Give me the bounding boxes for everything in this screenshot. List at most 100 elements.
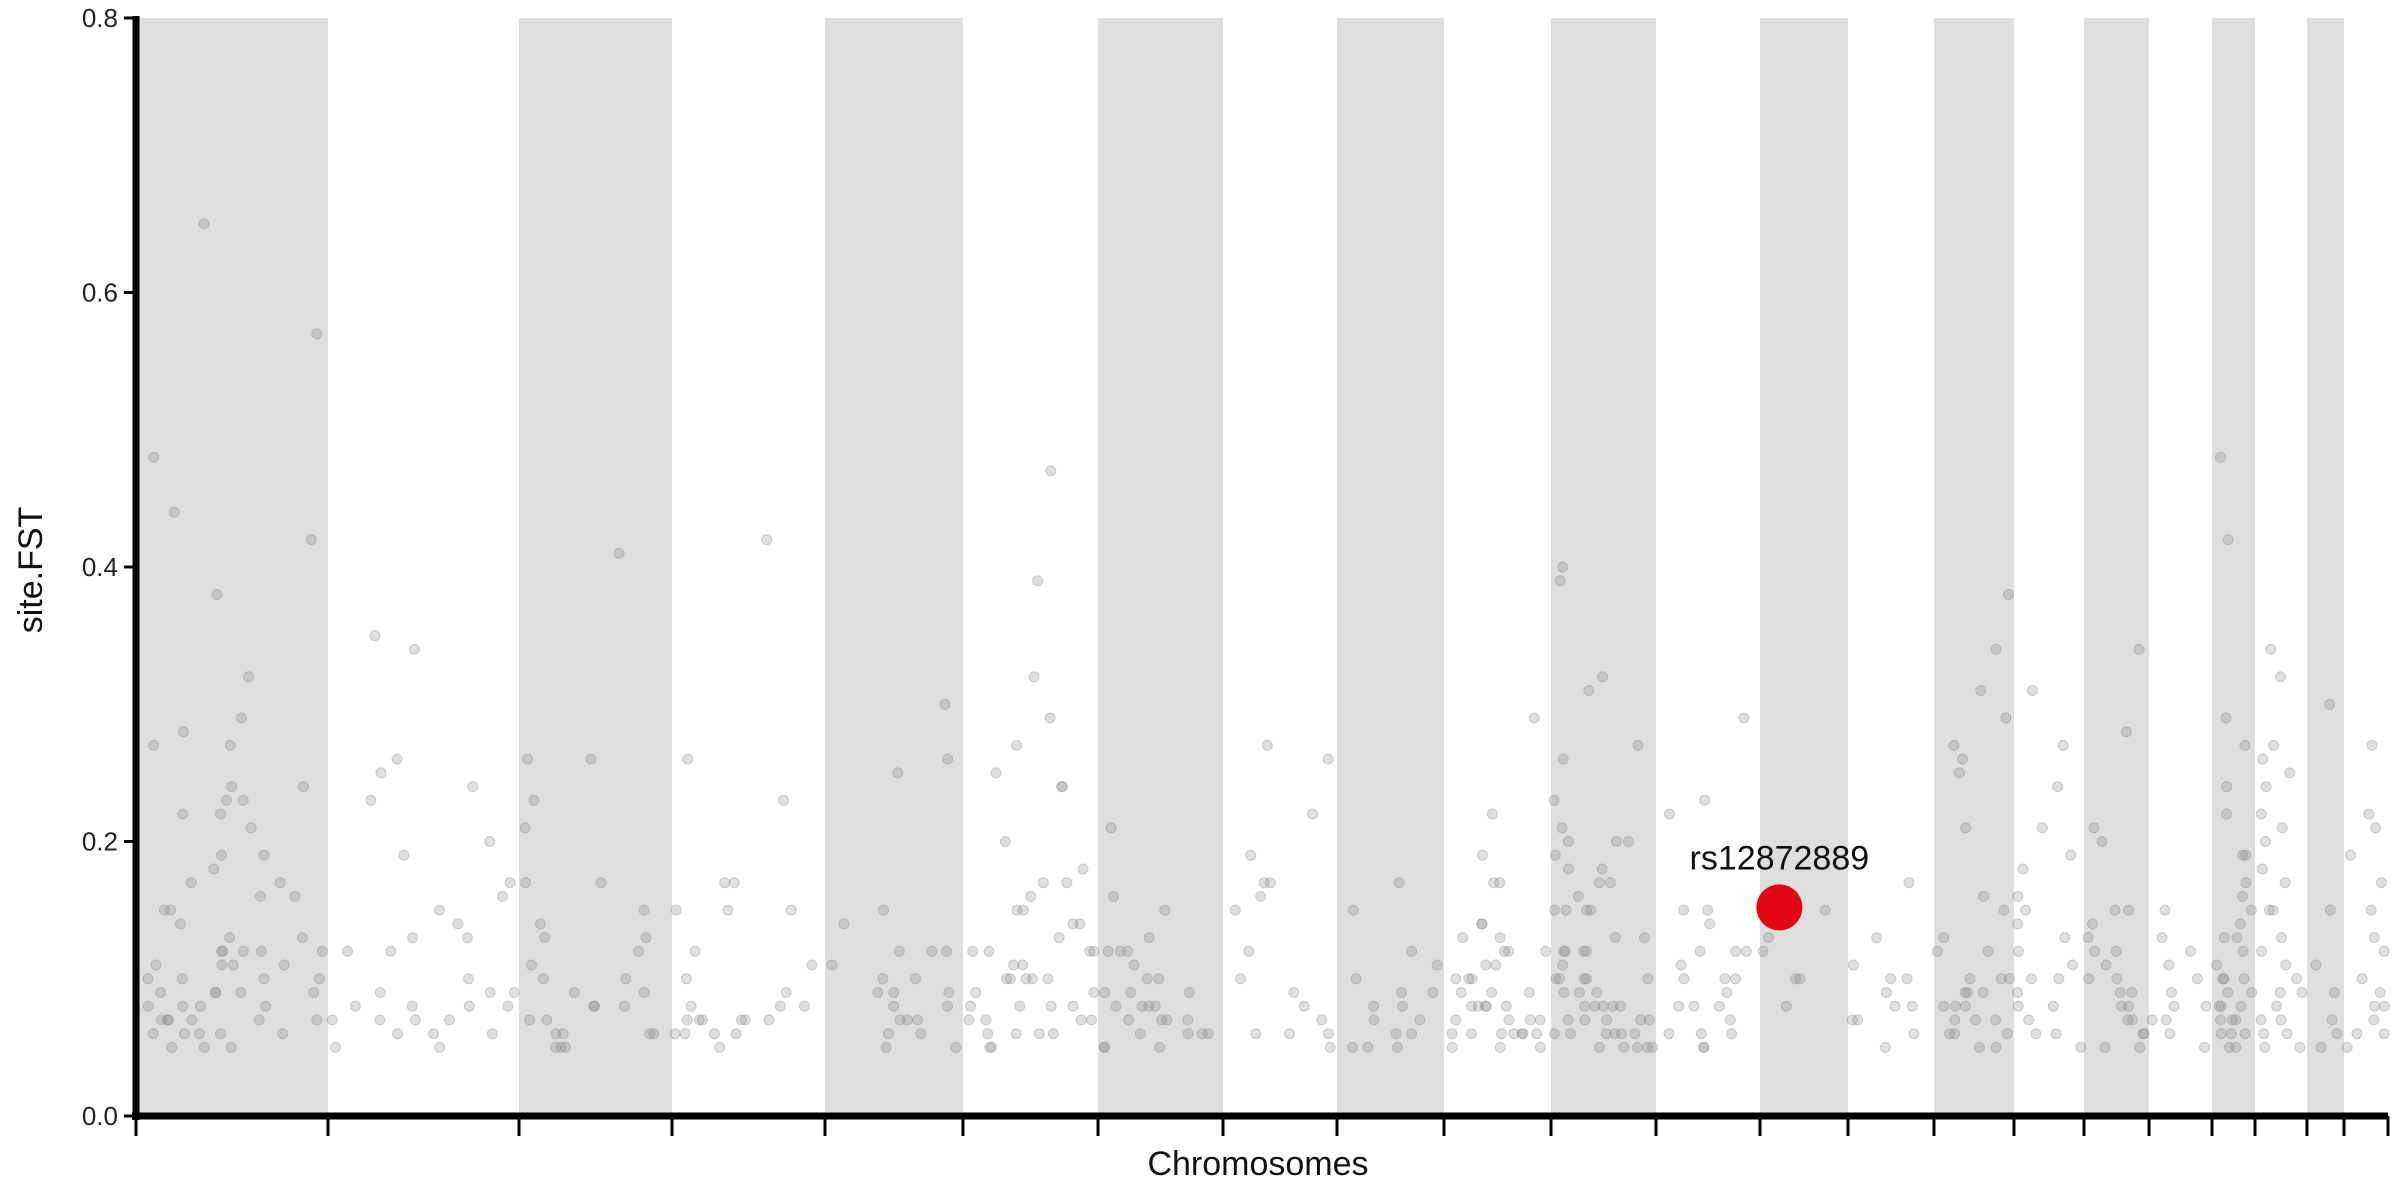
data-point [1556, 822, 1568, 834]
data-point [221, 794, 233, 806]
data-point [888, 987, 900, 998]
data-point [176, 973, 188, 985]
data-point [982, 1028, 994, 1040]
data-point [520, 877, 532, 889]
data-point [2351, 1028, 2363, 1040]
data-point [2053, 973, 2065, 985]
data-point [1558, 945, 1570, 957]
data-point [2240, 877, 2252, 889]
data-point [1673, 1000, 1685, 1012]
data-point [941, 945, 953, 957]
data-point [1010, 1028, 1022, 1040]
data-point [2280, 959, 2292, 971]
data-point [235, 987, 247, 998]
data-point [1202, 1028, 1214, 1040]
data-point [644, 1028, 656, 1040]
data-point [2127, 1014, 2138, 1026]
data-point [1578, 973, 1590, 985]
y-tick-label: 0.2 [82, 827, 118, 857]
data-point [2234, 918, 2246, 930]
data-point [2218, 973, 2230, 985]
data-point [1406, 1028, 1417, 1040]
data-point [588, 1000, 600, 1012]
data-point [1508, 1028, 1520, 1040]
data-point [1726, 1028, 1737, 1040]
data-point [2223, 1041, 2235, 1053]
data-point [2221, 808, 2233, 820]
data-point [1061, 877, 1073, 889]
data-point [1017, 959, 1029, 971]
data-point [943, 987, 955, 998]
data-point [452, 918, 464, 930]
data-point [1037, 877, 1049, 889]
data-point [342, 945, 353, 957]
data-point [1496, 1028, 1508, 1040]
data-point [2324, 904, 2336, 916]
data-point [1523, 987, 1535, 998]
data-point [1973, 1041, 1985, 1053]
data-point [1560, 904, 1572, 916]
data-point [1368, 1014, 1380, 1026]
data-point [1631, 1041, 1643, 1053]
data-point [1258, 877, 1270, 889]
data-point [2075, 1041, 2087, 1053]
data-point [1001, 973, 1013, 985]
data-point [1990, 1014, 2001, 1026]
data-point [2089, 945, 2101, 957]
data-point [669, 1028, 681, 1040]
data-point [1503, 945, 1515, 957]
data-point [2256, 863, 2268, 875]
data-point [1099, 987, 1111, 998]
data-point [1255, 890, 1267, 902]
data-point [1161, 1014, 1173, 1026]
data-point [2111, 973, 2123, 985]
data-point [1594, 1041, 1605, 1053]
data-point [1704, 918, 1716, 930]
data-point [1486, 808, 1498, 820]
data-point [1288, 987, 1300, 998]
data-point [1298, 1000, 1310, 1012]
data-point [2123, 1000, 2135, 1012]
data-point [2225, 1028, 2237, 1040]
data-point [1067, 1000, 1079, 1012]
data-point [1077, 863, 1089, 875]
data-point [2366, 739, 2378, 751]
data-point [519, 822, 531, 834]
data-point [1476, 918, 1488, 930]
data-point [216, 959, 228, 971]
data-point [1949, 1000, 1961, 1012]
data-point [208, 863, 220, 875]
data-point [1990, 643, 2002, 655]
data-point [1494, 877, 1506, 889]
data-point [1675, 959, 1687, 971]
data-point [2109, 904, 2121, 916]
data-point [2199, 1041, 2211, 1053]
data-point [1757, 945, 1769, 957]
data-point [2052, 781, 2064, 793]
data-point [195, 1000, 206, 1012]
data-point [142, 973, 154, 985]
data-point [1098, 1041, 1110, 1053]
data-point [1028, 671, 1040, 683]
data-point [374, 1014, 386, 1026]
data-point [1975, 685, 1987, 696]
data-point [1548, 904, 1560, 916]
data-point [1977, 987, 1989, 998]
data-point [2268, 739, 2280, 751]
data-point [155, 987, 166, 998]
data-point [1597, 1000, 1609, 1012]
highlight-label: rs12872889 [1690, 839, 1870, 877]
data-point [539, 932, 551, 944]
data-point [1889, 1000, 1901, 1012]
data-point [1763, 932, 1774, 944]
data-point [1431, 959, 1443, 971]
data-point [1724, 1014, 1736, 1026]
data-point [926, 945, 938, 957]
data-point [2160, 1014, 2172, 1026]
data-point [311, 328, 323, 340]
data-point [2026, 685, 2038, 696]
data-point [620, 973, 632, 985]
data-point [915, 1028, 927, 1040]
data-point [374, 987, 386, 998]
